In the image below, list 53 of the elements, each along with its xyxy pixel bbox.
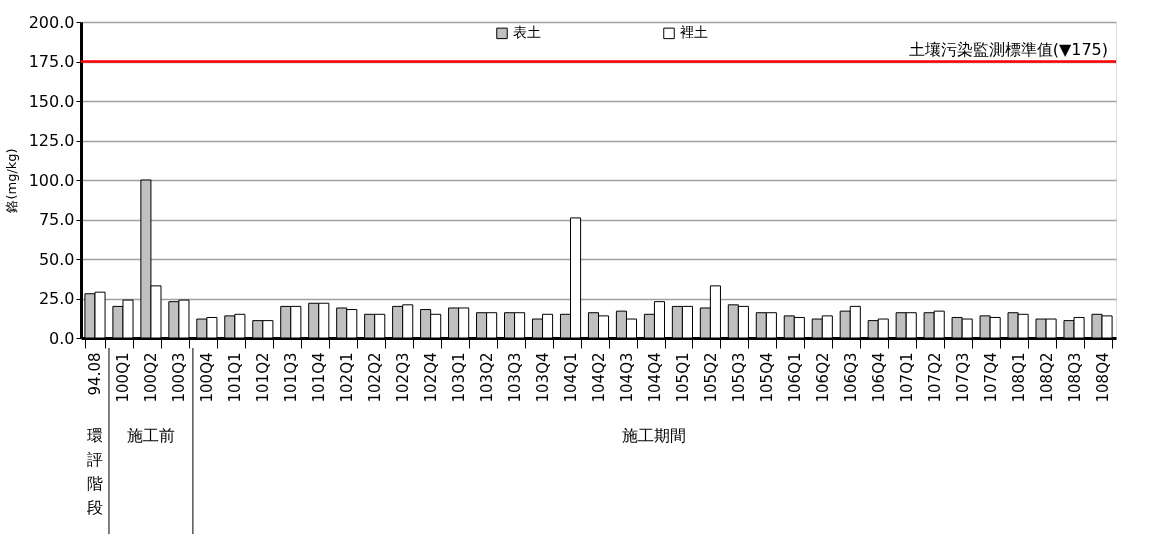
y-tick-label: 125.0 bbox=[28, 131, 75, 150]
x-tick-label: 102Q1 bbox=[338, 352, 357, 403]
x-tick-label: 108Q4 bbox=[1093, 352, 1112, 403]
y-tick-label: 175.0 bbox=[28, 52, 75, 71]
y-tick-label: 25.0 bbox=[38, 289, 75, 308]
x-tick-label: 105Q2 bbox=[701, 352, 720, 403]
x-tick-label: 100Q2 bbox=[142, 352, 161, 403]
x-tick-label: 106Q4 bbox=[869, 352, 888, 403]
x-tick-label: 107Q1 bbox=[897, 352, 916, 403]
y-tick-label: 150.0 bbox=[28, 91, 75, 111]
y-tick-label: 50.0 bbox=[38, 249, 75, 269]
text: 環評階段 bbox=[86, 426, 103, 517]
x-tick-label: 106Q2 bbox=[813, 352, 832, 403]
y-axis-title: 鉻(mg/kg) bbox=[3, 148, 19, 213]
y-tick-label: 75.0 bbox=[38, 210, 75, 229]
ref-line-label: 土壤污染監測標準值(▼175) bbox=[908, 39, 1108, 59]
y-tick-label: 100.0 bbox=[28, 170, 75, 190]
x-tick-label: 100Q4 bbox=[198, 352, 217, 403]
y-tick-label: 200.0 bbox=[28, 12, 75, 32]
x-tick-label: 108Q3 bbox=[1065, 352, 1084, 403]
y-tick-label: 0.0 bbox=[49, 328, 75, 348]
legend-label: 表土 bbox=[513, 24, 541, 41]
x-tick-label: 101Q4 bbox=[310, 352, 329, 403]
x-tick-label: 94.08 bbox=[86, 352, 105, 396]
text: 施工前 bbox=[126, 426, 175, 445]
x-tick-label: 106Q1 bbox=[785, 352, 804, 403]
x-tick-label: 107Q2 bbox=[925, 352, 944, 403]
x-tick-label: 103Q4 bbox=[534, 352, 553, 403]
legend-label: 裡土 bbox=[680, 24, 708, 41]
x-tick-label: 106Q3 bbox=[841, 352, 860, 403]
x-tick-label: 102Q3 bbox=[394, 352, 413, 403]
x-tick-label: 104Q1 bbox=[562, 352, 581, 403]
x-tick-label: 102Q2 bbox=[366, 352, 385, 403]
x-tick-label: 107Q4 bbox=[981, 352, 1000, 403]
x-tick-label: 105Q3 bbox=[729, 352, 748, 403]
x-tick-label: 105Q4 bbox=[757, 352, 776, 403]
x-tick-label: 107Q3 bbox=[953, 352, 972, 403]
x-tick-label: 103Q1 bbox=[450, 352, 469, 403]
x-tick-label: 101Q3 bbox=[282, 352, 301, 403]
x-tick-label: 105Q1 bbox=[673, 352, 692, 403]
text: 施工期間 bbox=[622, 426, 687, 445]
x-tick-label: 101Q1 bbox=[226, 352, 245, 403]
x-tick-label: 108Q2 bbox=[1037, 352, 1056, 403]
x-tick-label: 100Q1 bbox=[114, 352, 133, 403]
x-tick-label: 104Q2 bbox=[590, 352, 608, 403]
x-tick-label: 100Q3 bbox=[170, 352, 189, 403]
x-tick-label: 103Q3 bbox=[506, 352, 525, 403]
x-tick-label: 104Q3 bbox=[617, 352, 636, 403]
x-tick-label: 102Q4 bbox=[422, 352, 441, 403]
x-tick-label: 108Q1 bbox=[1009, 352, 1028, 403]
x-tick-label: 101Q2 bbox=[254, 352, 273, 403]
x-tick-label: 104Q4 bbox=[645, 352, 664, 403]
x-tick-label: 103Q2 bbox=[478, 352, 497, 403]
